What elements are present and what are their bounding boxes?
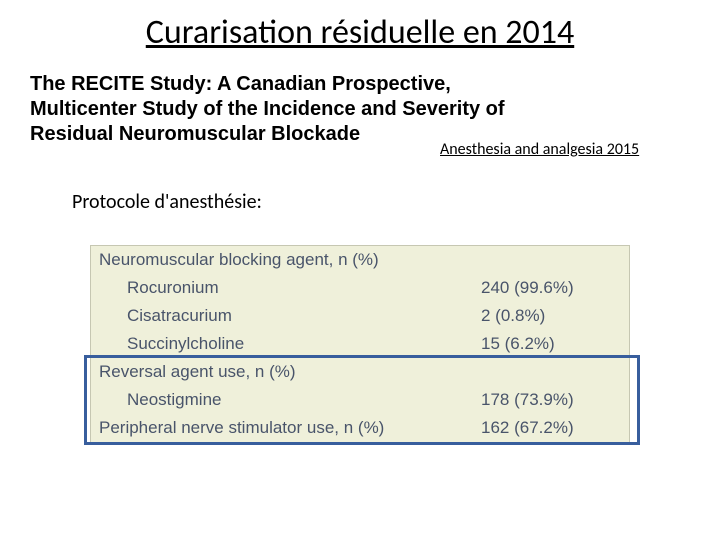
cell-label: Reversal agent use, n (%) — [99, 362, 471, 382]
table-row: Reversal agent use, n (%) — [91, 358, 629, 386]
table-row: Rocuronium 240 (99.6%) — [91, 274, 629, 302]
cell-label: Peripheral nerve stimulator use, n (%) — [99, 418, 471, 438]
citation-text: Anesthesia and analgesia 2015 — [440, 140, 639, 159]
table-row: Cisatracurium 2 (0.8%) — [91, 302, 629, 330]
cell-label: Rocuronium — [99, 278, 471, 298]
protocol-label: Protocole d'anesthésie: — [72, 190, 262, 214]
table-row: Peripheral nerve stimulator use, n (%) 1… — [91, 414, 629, 442]
data-table: Neuromuscular blocking agent, n (%) Rocu… — [90, 245, 630, 443]
cell-label: Neuromuscular blocking agent, n (%) — [99, 250, 471, 270]
cell-value: 162 (67.2%) — [471, 418, 621, 438]
study-title: The RECITE Study: A Canadian Prospective… — [30, 72, 510, 147]
cell-label: Succinylcholine — [99, 334, 471, 354]
cell-value: 240 (99.6%) — [471, 278, 621, 298]
cell-value: 15 (6.2%) — [471, 334, 621, 354]
table-row: Neostigmine 178 (73.9%) — [91, 386, 629, 414]
cell-value: 178 (73.9%) — [471, 390, 621, 410]
slide-title: Curarisation résiduelle en 2014 — [0, 12, 720, 53]
cell-value: 2 (0.8%) — [471, 306, 621, 326]
cell-label: Neostigmine — [99, 390, 471, 410]
table-row: Succinylcholine 15 (6.2%) — [91, 330, 629, 358]
table-row: Neuromuscular blocking agent, n (%) — [91, 246, 629, 274]
cell-label: Cisatracurium — [99, 306, 471, 326]
